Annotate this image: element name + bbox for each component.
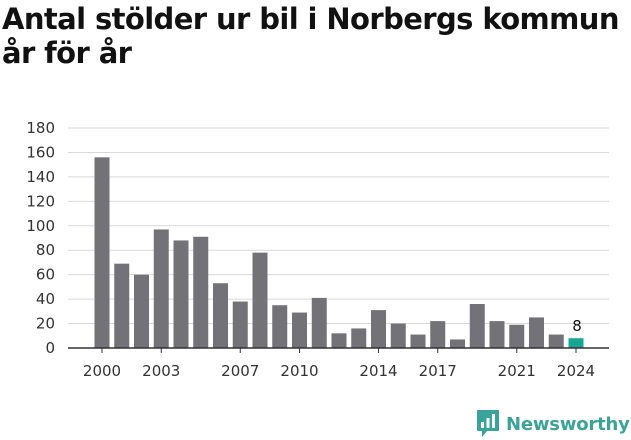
bar-2000 <box>94 157 110 348</box>
bar-2003 <box>153 229 169 348</box>
x-tick-label: 2021 <box>498 362 536 380</box>
bar-2001 <box>114 263 130 348</box>
brand-name: Newsworthy <box>506 413 630 435</box>
bar-chart: 0 20 40 60 80 100 120 140 160 180 2000 2003 2007 201… <box>26 119 609 380</box>
y-tick-label: 80 <box>36 241 55 259</box>
bar-2021 <box>509 324 525 348</box>
chart-title: Antal stölder ur bil i Norbergs kommun å… <box>2 2 619 70</box>
bar-2010 <box>292 312 307 348</box>
bar-2013 <box>351 328 367 348</box>
y-tick-label: 40 <box>36 290 55 308</box>
bar-2017 <box>430 321 446 348</box>
bar-2016 <box>410 334 426 348</box>
bar-2018 <box>450 339 465 348</box>
y-tick-label: 20 <box>36 315 55 333</box>
x-tick-label: 2003 <box>142 362 180 380</box>
x-tick-label: 2014 <box>359 362 397 380</box>
bar-2009 <box>272 305 288 348</box>
y-tick-label: 60 <box>36 266 55 284</box>
x-tick-label: 2010 <box>280 362 318 380</box>
newsworthy-brand: Newsworthy <box>476 408 630 440</box>
bar-2008 <box>252 252 268 348</box>
x-tick-label: 2007 <box>221 362 259 380</box>
newsworthy-logo-icon <box>477 410 499 437</box>
bar-2012 <box>331 333 347 348</box>
y-tick-label: 160 <box>26 143 55 161</box>
bar-2002 <box>134 274 149 348</box>
gridlines <box>68 127 609 325</box>
bar-2020 <box>489 321 505 348</box>
x-tick-label: 2000 <box>83 362 121 380</box>
bar-2011 <box>311 297 327 348</box>
y-tick-label: 140 <box>26 168 55 186</box>
bar-2005 <box>193 236 209 348</box>
data-label-highlight: 8 <box>572 317 582 335</box>
x-axis-tick-labels: 2000 2003 2007 2010 2014 2017 2021 2024 <box>83 348 595 380</box>
y-tick-label: 120 <box>26 192 55 210</box>
x-tick-label: 2017 <box>419 362 457 380</box>
bars <box>94 157 584 348</box>
bar-2014 <box>371 310 386 348</box>
bar-2022 <box>529 317 544 348</box>
bar-2019 <box>469 304 485 348</box>
bar-2007 <box>232 301 248 348</box>
bar-2004 <box>173 240 189 348</box>
bar-2024 <box>568 338 584 348</box>
y-tick-label: 180 <box>26 119 55 137</box>
bar-2015 <box>390 323 406 348</box>
data-labels: 8 <box>572 317 582 335</box>
y-tick-label: 100 <box>26 217 55 235</box>
y-axis-tick-labels: 0 20 40 60 80 100 120 140 160 180 <box>26 119 55 357</box>
bar-2006 <box>213 283 228 348</box>
bar-2023 <box>548 334 564 348</box>
x-tick-label: 2024 <box>557 362 595 380</box>
y-tick-label: 0 <box>45 339 55 357</box>
